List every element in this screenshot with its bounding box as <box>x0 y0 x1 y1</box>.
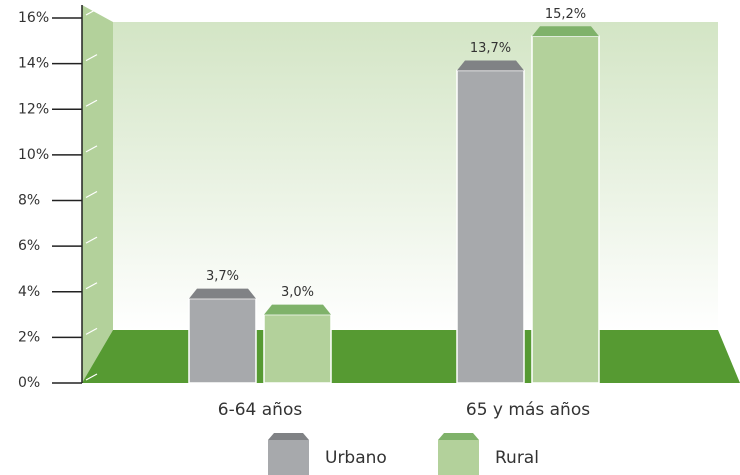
y-tick-label: 10% <box>18 147 49 163</box>
y-tick-label: 12% <box>18 101 49 117</box>
wall-tick <box>85 327 98 335</box>
bar-cap <box>264 304 331 315</box>
floor <box>82 330 740 383</box>
bar-cap <box>532 26 599 37</box>
y-tick-label: 14% <box>18 56 49 72</box>
value-label: 13,7% <box>470 41 511 56</box>
y-tick-label: 4% <box>18 284 40 300</box>
wall-tick <box>85 236 98 244</box>
wall-tick <box>85 145 98 153</box>
value-label: 15,2% <box>545 7 586 22</box>
legend-cap <box>438 433 479 440</box>
x-tick-label: 65 y más años <box>466 400 590 420</box>
wall-tick <box>85 190 98 199</box>
back-wall <box>113 22 718 332</box>
legend-swatch <box>268 440 309 475</box>
y-tick-label: 6% <box>18 238 40 254</box>
bar <box>263 313 332 384</box>
bar <box>188 297 257 384</box>
bar-cap <box>189 288 256 299</box>
x-tick-label: 6-64 años <box>218 400 303 420</box>
wall-tick <box>85 54 98 62</box>
y-tick-label: 16% <box>18 10 49 26</box>
legend-label: Rural <box>495 448 539 468</box>
value-label: 3,7% <box>206 269 239 284</box>
y-tick-label: 8% <box>18 193 40 209</box>
bar-cap <box>457 60 524 71</box>
wall-tick <box>85 282 98 290</box>
legend-label: Urbano <box>325 448 387 468</box>
wall-tick <box>85 373 98 381</box>
legend-swatch <box>438 440 479 475</box>
wall-tick <box>85 8 98 16</box>
bar <box>531 35 600 384</box>
wall-tick <box>85 99 98 107</box>
y-tick-label: 0% <box>18 375 40 391</box>
legend-cap <box>268 433 309 440</box>
side-wall <box>82 5 113 383</box>
bar <box>456 69 525 384</box>
y-tick-label: 2% <box>18 329 40 345</box>
value-label: 3,0% <box>281 285 314 300</box>
